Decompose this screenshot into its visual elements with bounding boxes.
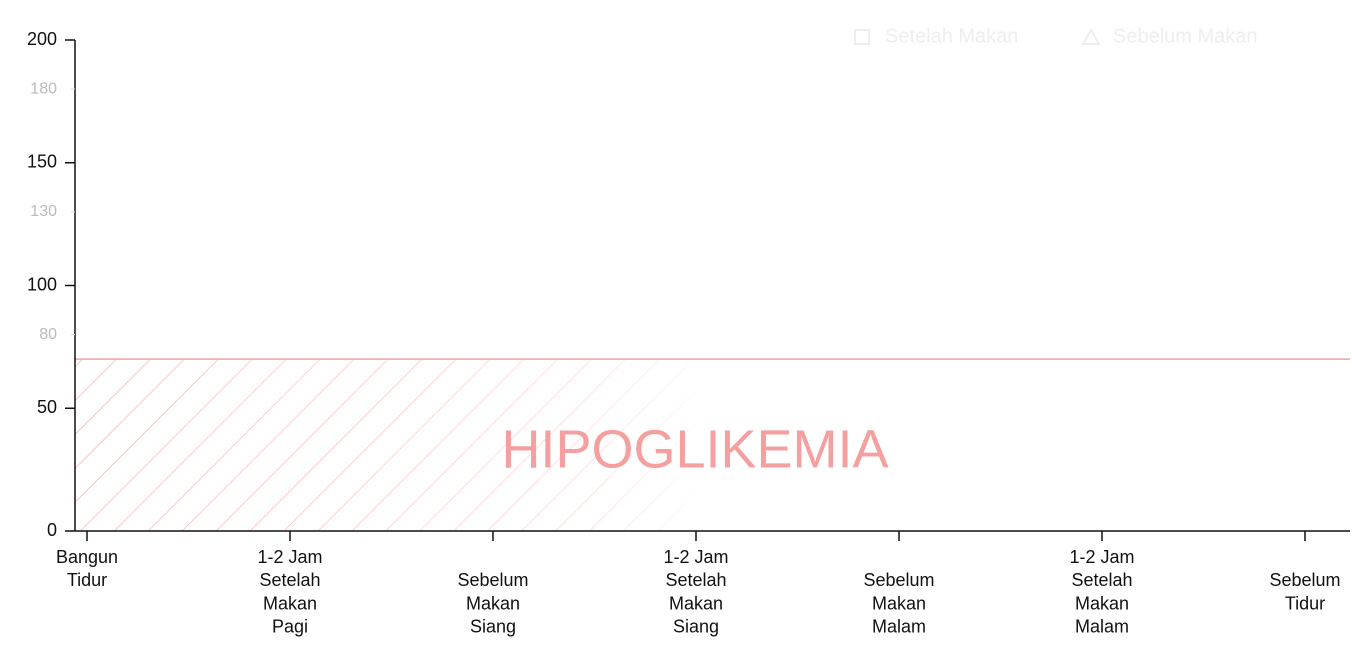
- x-tick-label: Tidur: [1285, 593, 1325, 613]
- y-tick-label: 0: [47, 520, 57, 540]
- legend-marker: [1081, 27, 1101, 45]
- x-tick-label: Setelah: [1071, 570, 1132, 590]
- x-tick-label: Makan: [263, 593, 317, 613]
- x-tick-label: Makan: [669, 593, 723, 613]
- x-tick-label: Malam: [1075, 617, 1129, 637]
- x-tick-label: Siang: [470, 617, 516, 637]
- x-tick-label: Sebelum: [1269, 570, 1340, 590]
- x-tick-label: 1-2 Jam: [257, 547, 322, 567]
- reference-tick-label: 80: [39, 326, 57, 343]
- x-tick-label: Sebelum: [863, 570, 934, 590]
- x-tick-label: 1-2 Jam: [663, 547, 728, 567]
- reference-tick-label: 130: [30, 203, 57, 220]
- x-tick-label: Bangun: [56, 547, 118, 567]
- x-tick-label: Pagi: [272, 617, 308, 637]
- legend-marker: [854, 29, 870, 45]
- x-tick-label: Makan: [466, 593, 520, 613]
- x-tick-label: Setelah: [259, 570, 320, 590]
- y-tick-label: 150: [27, 152, 57, 172]
- x-tick-label: 1-2 Jam: [1069, 547, 1134, 567]
- legend-label: Sebelum Makan: [1113, 25, 1258, 47]
- reference-tick-label: 180: [30, 80, 57, 97]
- band-hatch: [75, 359, 1350, 531]
- legend-label: Setelah Makan: [885, 25, 1018, 47]
- x-tick-label: Siang: [673, 617, 719, 637]
- x-tick-label: Malam: [872, 617, 926, 637]
- x-tick-label: Sebelum: [457, 570, 528, 590]
- band-label: HIPOGLIKEMIA: [501, 419, 888, 479]
- y-tick-label: 100: [27, 274, 57, 294]
- x-tick-label: Setelah: [665, 570, 726, 590]
- x-tick-label: Makan: [1075, 593, 1129, 613]
- x-tick-label: Tidur: [67, 570, 107, 590]
- y-tick-label: 50: [37, 397, 57, 417]
- y-tick-label: 200: [27, 29, 57, 49]
- x-tick-label: Makan: [872, 593, 926, 613]
